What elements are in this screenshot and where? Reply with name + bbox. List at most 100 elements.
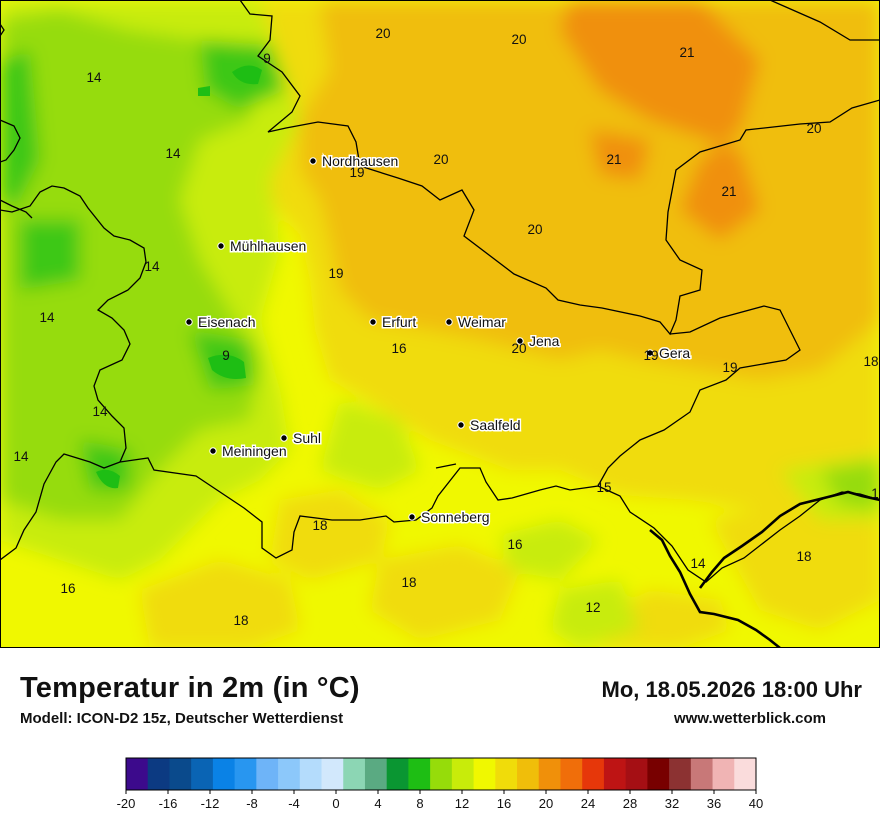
legend-swatch: [538, 758, 561, 790]
temperature-value: 18: [233, 613, 248, 628]
temperature-map[interactable]: Nordhausen Mühlhausen Eisenach Erfurt Weimar…: [0, 0, 880, 648]
temperature-value: 16: [60, 581, 75, 596]
legend-swatch: [321, 758, 344, 790]
model-info: Modell: ICON-D2 15z, Deutscher Wetterdie…: [20, 710, 344, 727]
city-label: Suhl: [293, 430, 321, 446]
legend-swatch: [386, 758, 409, 790]
temperature-value: 19: [643, 348, 658, 363]
legend-swatch: [126, 758, 149, 790]
legend-swatch: [712, 758, 735, 790]
temperature-value: 21: [721, 184, 736, 199]
legend-swatch: [690, 758, 714, 790]
legend-swatch: [560, 758, 583, 790]
legend-swatch: [212, 758, 236, 790]
legend-tick-label: -12: [201, 796, 220, 811]
legend-swatch: [299, 758, 323, 790]
legend-swatch: [343, 758, 366, 790]
temperature-value: 18: [863, 354, 878, 369]
city-dot: [445, 318, 453, 326]
zone-21: [560, 0, 760, 240]
legend-swatch: [169, 758, 192, 790]
legend-tick-label: 12: [455, 796, 469, 811]
legend-swatch: [473, 758, 496, 790]
legend-tick-label: 8: [416, 796, 423, 811]
temperature-value: 14: [690, 556, 706, 571]
legend-tick-label: 36: [707, 796, 721, 811]
legend-tick-label: 28: [623, 796, 637, 811]
city-label: Jena: [529, 333, 560, 349]
temperature-value: 20: [511, 341, 526, 356]
legend-tick-label: 16: [497, 796, 511, 811]
legend-swatch: [147, 758, 170, 790]
legend-tick-label: -8: [246, 796, 258, 811]
legend-tick-label: 24: [581, 796, 595, 811]
city-dot: [280, 434, 288, 442]
temperature-value: 18: [401, 575, 416, 590]
legend-tick-label: -20: [117, 796, 136, 811]
city-label: Erfurt: [382, 314, 416, 330]
legend-tick-label: 4: [374, 796, 381, 811]
national-border-east: [698, 490, 880, 589]
legend-swatch: [256, 758, 279, 790]
legend-swatch: [364, 758, 388, 790]
legend-swatch: [582, 758, 605, 790]
temperature-value: 1: [871, 486, 879, 501]
city-markers: Nordhausen Mühlhausen Eisenach Erfurt Weimar…: [185, 152, 692, 527]
website-link[interactable]: www.wetterblick.com: [674, 710, 826, 727]
legend-tick-label: 40: [749, 796, 763, 811]
temperature-value: 9: [263, 51, 271, 66]
temperature-value: 14: [165, 146, 181, 161]
city-dot: [646, 349, 654, 357]
temperature-value: 21: [679, 45, 694, 60]
temperature-value: 20: [527, 222, 542, 237]
temperature-value: 14: [13, 449, 29, 464]
city-label: Meiningen: [222, 443, 287, 459]
color-legend: -20 -16 -12 -8 -4 0 4 8 12 16 20 24 28 32 36 40: [117, 757, 763, 811]
temperature-value: 12: [585, 600, 600, 615]
temperature-value: 15: [596, 480, 611, 495]
legend-swatch: [517, 758, 540, 790]
temperature-value: 20: [375, 26, 390, 41]
legend-tick-label: 20: [539, 796, 553, 811]
legend-swatch: [191, 758, 214, 790]
city-label: Weimar: [458, 314, 506, 330]
legend-tick-label: 32: [665, 796, 679, 811]
temperature-value: 19: [722, 360, 737, 375]
legend-swatch: [408, 758, 431, 790]
legend-swatch: [495, 758, 518, 790]
legend-swatch: [234, 758, 257, 790]
cool-spots: [96, 65, 262, 489]
legend-swatch: [451, 758, 475, 790]
city-dot: [309, 157, 317, 165]
map-title: Temperatur in 2m (in °C): [20, 672, 360, 704]
legend-frame: [125, 757, 757, 791]
legend-swatch: [430, 758, 453, 790]
temperature-value: 20: [806, 121, 821, 136]
city-dot: [217, 242, 225, 250]
city-label: Gera: [659, 345, 690, 361]
temperature-value: 19: [328, 266, 343, 281]
temperature-value: 9: [222, 348, 230, 363]
city-dot: [408, 513, 416, 521]
legend-swatch: [625, 758, 648, 790]
city-label: Sonneberg: [421, 509, 490, 525]
city-dot: [516, 337, 524, 345]
city-label: Nordhausen: [322, 153, 398, 169]
legend-swatch: [669, 758, 692, 790]
temperature-value: 18: [312, 518, 327, 533]
temperature-value: 19: [349, 165, 364, 180]
temperature-value: 16: [391, 341, 406, 356]
temperature-value: 20: [433, 152, 448, 167]
legend-swatch: [278, 758, 301, 790]
city-dot: [369, 318, 377, 326]
temperature-value: 14: [86, 70, 102, 85]
temperature-value: 20: [511, 32, 526, 47]
legend-swatch: [734, 758, 757, 790]
legend-tick-label: -4: [288, 796, 300, 811]
temperature-value: 14: [39, 310, 55, 325]
temperature-value: 14: [144, 259, 160, 274]
zone-12-14: [0, 10, 260, 520]
city-dot: [185, 318, 193, 326]
legend-tick-label: -16: [159, 796, 178, 811]
city-dot: [457, 421, 465, 429]
